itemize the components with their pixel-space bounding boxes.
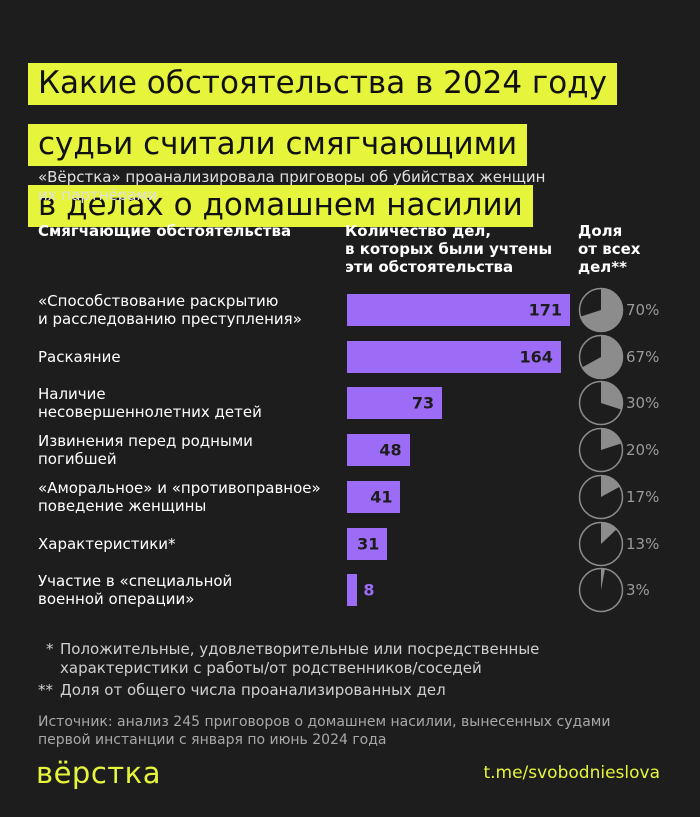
count-header: Количество дел, в которых были учтены эт… [345, 222, 553, 276]
bar-value: 8 [363, 580, 375, 600]
link[interactable]: t.me/svobodnieslova [483, 763, 660, 783]
pie [578, 474, 624, 520]
row-label: Характеристики* [38, 534, 176, 553]
row-label: Извинения перед родными погибшей [38, 432, 253, 469]
share-label: 20% [626, 441, 660, 460]
bar [347, 574, 358, 607]
footnote: Доля от общего числа проанализированных … [60, 681, 446, 699]
footnote-mark: ** [38, 681, 53, 699]
bar [347, 480, 401, 513]
bar-value: 48 [379, 440, 402, 460]
bar-value: 171 [528, 300, 562, 320]
title-line: судьи считали смягчающими [28, 124, 528, 166]
pie [578, 521, 624, 566]
category-header: Смягчающие обстоятельства [38, 222, 292, 240]
bar [347, 294, 570, 326]
pie [578, 334, 624, 379]
bar [347, 387, 443, 420]
pie [578, 287, 624, 333]
bar [347, 434, 410, 467]
pie [578, 427, 624, 473]
source: Источник: анализ 245 приговоров о домашн… [38, 714, 611, 748]
share-label: 13% [626, 534, 660, 553]
footnote: Положительные, удовлетворительные или по… [60, 640, 540, 677]
pie [578, 567, 624, 613]
bar [347, 527, 388, 560]
pie-wedge [601, 428, 622, 451]
pie-wedge [580, 288, 623, 332]
logo: вёрстка [36, 756, 161, 790]
footnote-mark: * [46, 640, 54, 658]
bar-value: 31 [357, 534, 380, 553]
title-block: Какие обстоятельства в 2024 году судьи с… [28, 44, 617, 246]
share-label: 30% [626, 394, 660, 413]
share-label: 70% [626, 301, 660, 319]
share-label: 3% [626, 581, 650, 600]
pie-wedge [582, 335, 623, 379]
bar-value: 164 [519, 347, 553, 367]
title-line: Какие обстоятельства в 2024 году [28, 63, 617, 105]
pie-wedge [601, 381, 623, 411]
pie [578, 381, 624, 426]
share-header: Доля от всех дел** [578, 222, 641, 276]
bar-value: 41 [370, 487, 393, 507]
subtitle: «Вёрстка» проанализировала приговоры об … [38, 168, 546, 204]
share-label: 17% [626, 487, 660, 506]
row-label: «Аморальное» и «противоправное» поведени… [38, 478, 321, 515]
row-label: Раскаяние [38, 347, 121, 366]
pie-wedge [601, 522, 617, 544]
pie-wedge [601, 475, 620, 497]
pie-wedge [601, 568, 606, 591]
title-line: в делах о домашнем насилии [28, 185, 533, 227]
row-label: Участие в «специальной военной операции» [38, 572, 233, 609]
share-label: 67% [626, 347, 660, 366]
bar [347, 340, 561, 373]
row-label: Наличие несовершеннолетних детей [38, 385, 262, 422]
bar-value: 73 [411, 393, 435, 413]
row-label: «Способствование раскрытию и расследован… [38, 292, 302, 328]
